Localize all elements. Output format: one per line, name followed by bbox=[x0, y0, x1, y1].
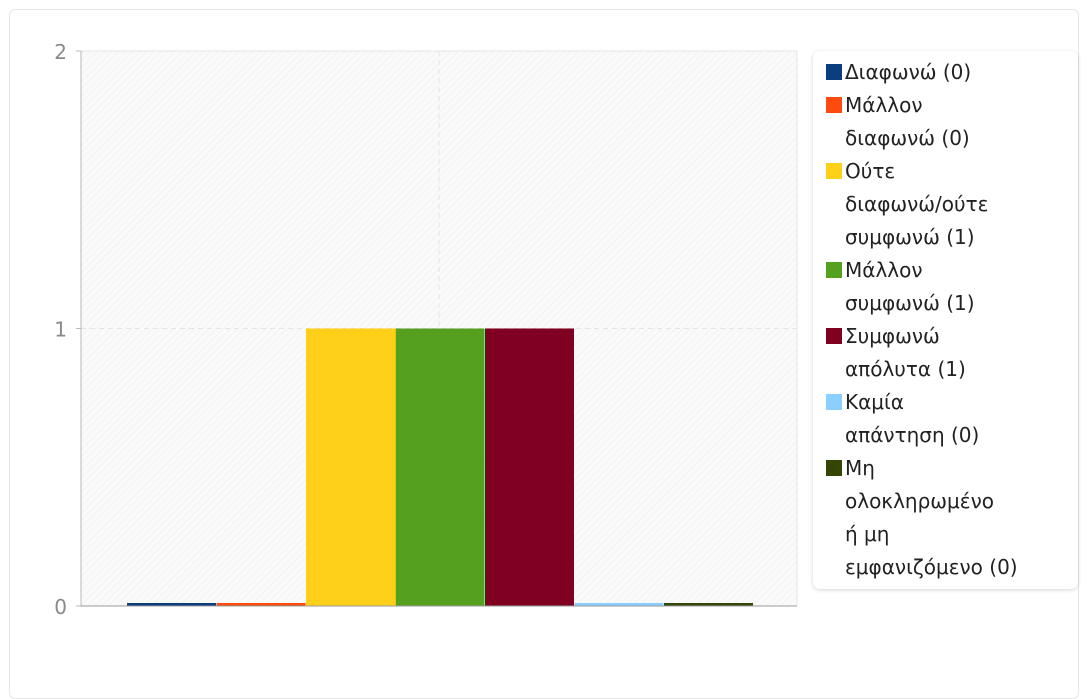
bar-1 bbox=[127, 603, 216, 606]
bar-5 bbox=[485, 328, 574, 606]
legend-label-line: Ούτε bbox=[845, 159, 896, 183]
legend-label: Συμφωνώ απόλυτα (1) bbox=[845, 320, 1075, 386]
y-tick-label: 1 bbox=[54, 318, 67, 342]
legend-label-line: Καμία bbox=[845, 390, 904, 414]
legend-item[interactable]: Μάλλον συμφωνώ (1) bbox=[826, 254, 1078, 320]
legend-label-line: Συμφωνώ bbox=[845, 324, 940, 348]
legend-label-line: συμφωνώ (1) bbox=[845, 225, 975, 249]
legend-label: Ούτε διαφωνώ/ούτε συμφωνώ (1) bbox=[845, 155, 1075, 254]
legend-label: Μάλλον διαφωνώ (0) bbox=[845, 89, 1075, 155]
legend-swatch bbox=[826, 460, 842, 476]
legend-swatch bbox=[826, 64, 842, 80]
legend-label-line: Μάλλον bbox=[845, 93, 923, 117]
legend-swatch bbox=[826, 262, 842, 278]
legend-label: Μάλλον συμφωνώ (1) bbox=[845, 254, 1075, 320]
legend-label-line: διαφωνώ/ούτε bbox=[845, 192, 989, 216]
legend-swatch bbox=[826, 394, 842, 410]
legend-label-line: Μάλλον bbox=[845, 258, 923, 282]
y-tick-label: 2 bbox=[54, 40, 67, 64]
legend-item[interactable]: Μάλλον διαφωνώ (0) bbox=[826, 89, 1078, 155]
chart-legend: Διαφωνώ (0) Μάλλον διαφωνώ (0) Ούτε διαφωνώ/… bbox=[813, 51, 1078, 589]
legend-item[interactable]: Καμία απάντηση (0) bbox=[826, 386, 1078, 452]
legend-label: Διαφωνώ (0) bbox=[845, 56, 1075, 89]
bar-7 bbox=[664, 603, 753, 606]
legend-label-line: διαφωνώ (0) bbox=[845, 126, 970, 150]
legend-swatch bbox=[826, 328, 842, 344]
legend-label-line: ολοκληρωμένο bbox=[845, 489, 994, 513]
y-tick-label: 0 bbox=[54, 595, 67, 619]
legend-label-line: απάντηση (0) bbox=[845, 423, 980, 447]
legend-swatch bbox=[826, 97, 842, 113]
legend-label-line: απόλυτα (1) bbox=[845, 357, 966, 381]
bar-2 bbox=[216, 603, 306, 606]
legend-label-line: συμφωνώ (1) bbox=[845, 291, 975, 315]
legend-item[interactable]: Συμφωνώ απόλυτα (1) bbox=[826, 320, 1078, 386]
legend-label-line: Μη bbox=[845, 456, 875, 480]
legend-label-line: Διαφωνώ (0) bbox=[845, 60, 972, 84]
bar-4 bbox=[395, 328, 485, 606]
legend-label-line: ή μη bbox=[845, 522, 890, 546]
bar-6 bbox=[574, 603, 664, 606]
bar-3 bbox=[306, 328, 395, 606]
legend-item[interactable]: Ούτε διαφωνώ/ούτε συμφωνώ (1) bbox=[826, 155, 1078, 254]
legend-item[interactable]: Διαφωνώ (0) bbox=[826, 56, 1078, 89]
legend-item[interactable]: Μη ολοκληρωμένο ή μη εμφανιζόμενο (0) bbox=[826, 452, 1078, 584]
legend-label: Μη ολοκληρωμένο ή μη εμφανιζόμενο (0) bbox=[845, 452, 1075, 584]
legend-label: Καμία απάντηση (0) bbox=[845, 386, 1075, 452]
legend-swatch bbox=[826, 163, 842, 179]
legend-label-line: εμφανιζόμενο (0) bbox=[845, 555, 1018, 579]
